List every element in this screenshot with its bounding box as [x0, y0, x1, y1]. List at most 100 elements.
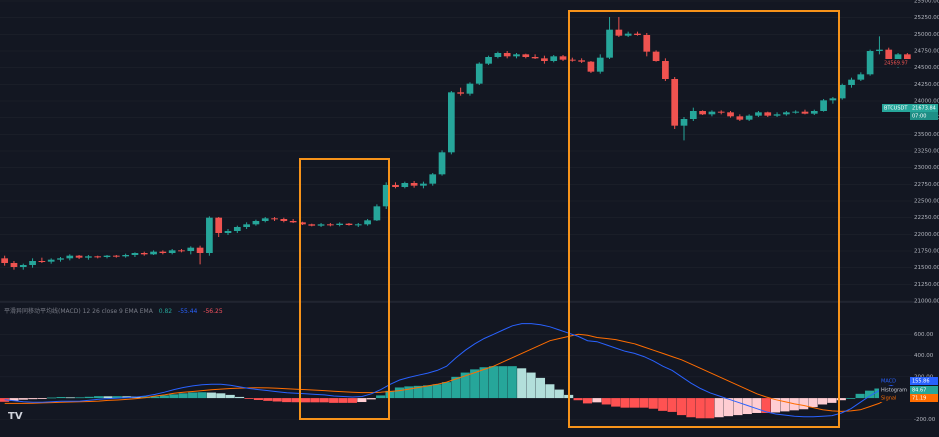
candle-body[interactable] — [643, 35, 651, 52]
candle-body[interactable] — [903, 54, 911, 63]
candle-body[interactable] — [485, 57, 492, 64]
candle-body[interactable] — [85, 256, 92, 258]
candle-body[interactable] — [578, 60, 585, 62]
candle-body[interactable] — [596, 57, 604, 72]
candle-body[interactable] — [736, 116, 744, 120]
candle-body[interactable] — [457, 92, 465, 94]
candle-body[interactable] — [308, 224, 316, 226]
candle-body[interactable] — [662, 61, 669, 79]
candle-body[interactable] — [810, 111, 818, 114]
candle-body[interactable] — [187, 247, 195, 251]
candle-body[interactable] — [47, 259, 55, 262]
candle-body[interactable] — [19, 265, 27, 267]
candle-body[interactable] — [838, 85, 846, 99]
candle-body[interactable] — [215, 217, 223, 233]
candle-body[interactable] — [755, 112, 762, 116]
candle-body[interactable] — [513, 54, 520, 57]
candle-body[interactable] — [131, 253, 139, 255]
candle-body[interactable] — [392, 185, 399, 187]
candle-body[interactable] — [745, 115, 753, 120]
candle-body[interactable] — [196, 247, 204, 253]
macd-legend-params: 12 26 close 9 EMA EMA — [82, 308, 153, 315]
candle-body[interactable] — [122, 255, 129, 257]
candle-body[interactable] — [327, 224, 334, 226]
candle-body[interactable] — [717, 111, 725, 113]
candle-body[interactable] — [159, 251, 167, 253]
candle-body[interactable] — [708, 111, 716, 115]
candle-body[interactable] — [671, 79, 679, 126]
candle-body[interactable] — [233, 227, 241, 231]
candle-body[interactable] — [252, 221, 260, 225]
candle-body[interactable] — [559, 56, 567, 60]
candle-body[interactable] — [206, 217, 213, 253]
candle-body[interactable] — [317, 224, 325, 226]
candle-body[interactable] — [503, 53, 511, 57]
candle-body[interactable] — [531, 57, 539, 59]
candle-body[interactable] — [848, 79, 855, 85]
candle-body[interactable] — [783, 112, 790, 115]
tradingview-logo[interactable]: TV — [8, 411, 23, 422]
candle-body[interactable] — [1, 258, 9, 263]
candle-body[interactable] — [615, 29, 623, 36]
candle-body[interactable] — [792, 111, 800, 113]
candle-body[interactable] — [447, 92, 455, 153]
candle-body[interactable] — [866, 51, 874, 75]
candle-body[interactable] — [420, 183, 427, 186]
candle-body[interactable] — [150, 251, 157, 255]
candle-body[interactable] — [345, 223, 353, 225]
candle-body[interactable] — [550, 56, 558, 61]
candle-body[interactable] — [112, 255, 120, 257]
candle-body[interactable] — [57, 258, 64, 260]
candle-body[interactable] — [168, 250, 176, 253]
candle-body[interactable] — [689, 111, 697, 119]
candle-body[interactable] — [764, 112, 772, 116]
candle-body[interactable] — [224, 231, 232, 233]
candle-body[interactable] — [522, 54, 530, 57]
candle-body[interactable] — [10, 263, 18, 267]
candle-body[interactable] — [280, 219, 288, 221]
candle-body[interactable] — [299, 222, 306, 225]
candle-body[interactable] — [364, 220, 371, 225]
candle-body[interactable] — [243, 224, 250, 227]
candle-body[interactable] — [829, 98, 837, 101]
candle-body[interactable] — [289, 221, 297, 223]
candle-body[interactable] — [773, 114, 781, 116]
candle-body[interactable] — [568, 59, 576, 61]
candle-body[interactable] — [801, 111, 809, 114]
candle-body[interactable] — [75, 255, 83, 258]
candle-body[interactable] — [885, 49, 893, 66]
candle-body[interactable] — [494, 53, 502, 57]
candle-body[interactable] — [354, 224, 362, 226]
candle-body[interactable] — [382, 185, 390, 207]
candle-body[interactable] — [857, 74, 865, 80]
candle-body[interactable] — [634, 33, 641, 35]
candle-body[interactable] — [587, 61, 595, 72]
candle-body[interactable] — [38, 261, 46, 262]
candle-body[interactable] — [178, 250, 185, 252]
candle-body[interactable] — [140, 253, 148, 255]
candle-body[interactable] — [606, 29, 613, 58]
candle-body[interactable] — [680, 119, 688, 126]
candle-body[interactable] — [876, 49, 883, 51]
candle-body[interactable] — [652, 51, 660, 61]
candle-body[interactable] — [66, 255, 74, 259]
candle-body[interactable] — [401, 183, 409, 187]
candle-body[interactable] — [271, 218, 278, 220]
candle-body[interactable] — [466, 83, 474, 94]
candle-body[interactable] — [373, 206, 381, 221]
candle-body[interactable] — [429, 174, 437, 184]
candle-body[interactable] — [103, 255, 111, 257]
candle-body[interactable] — [624, 33, 632, 36]
candle-body[interactable] — [29, 261, 36, 265]
candle-body[interactable] — [475, 63, 483, 84]
candle-body[interactable] — [261, 218, 269, 221]
candle-body[interactable] — [438, 152, 446, 175]
candle-body[interactable] — [94, 256, 102, 258]
candle-body[interactable] — [820, 100, 827, 111]
candle-body[interactable] — [699, 111, 706, 115]
candle-body[interactable] — [727, 112, 734, 117]
candle-body[interactable] — [410, 183, 418, 186]
candle-body[interactable] — [336, 223, 344, 225]
candle-body[interactable] — [541, 58, 548, 61]
